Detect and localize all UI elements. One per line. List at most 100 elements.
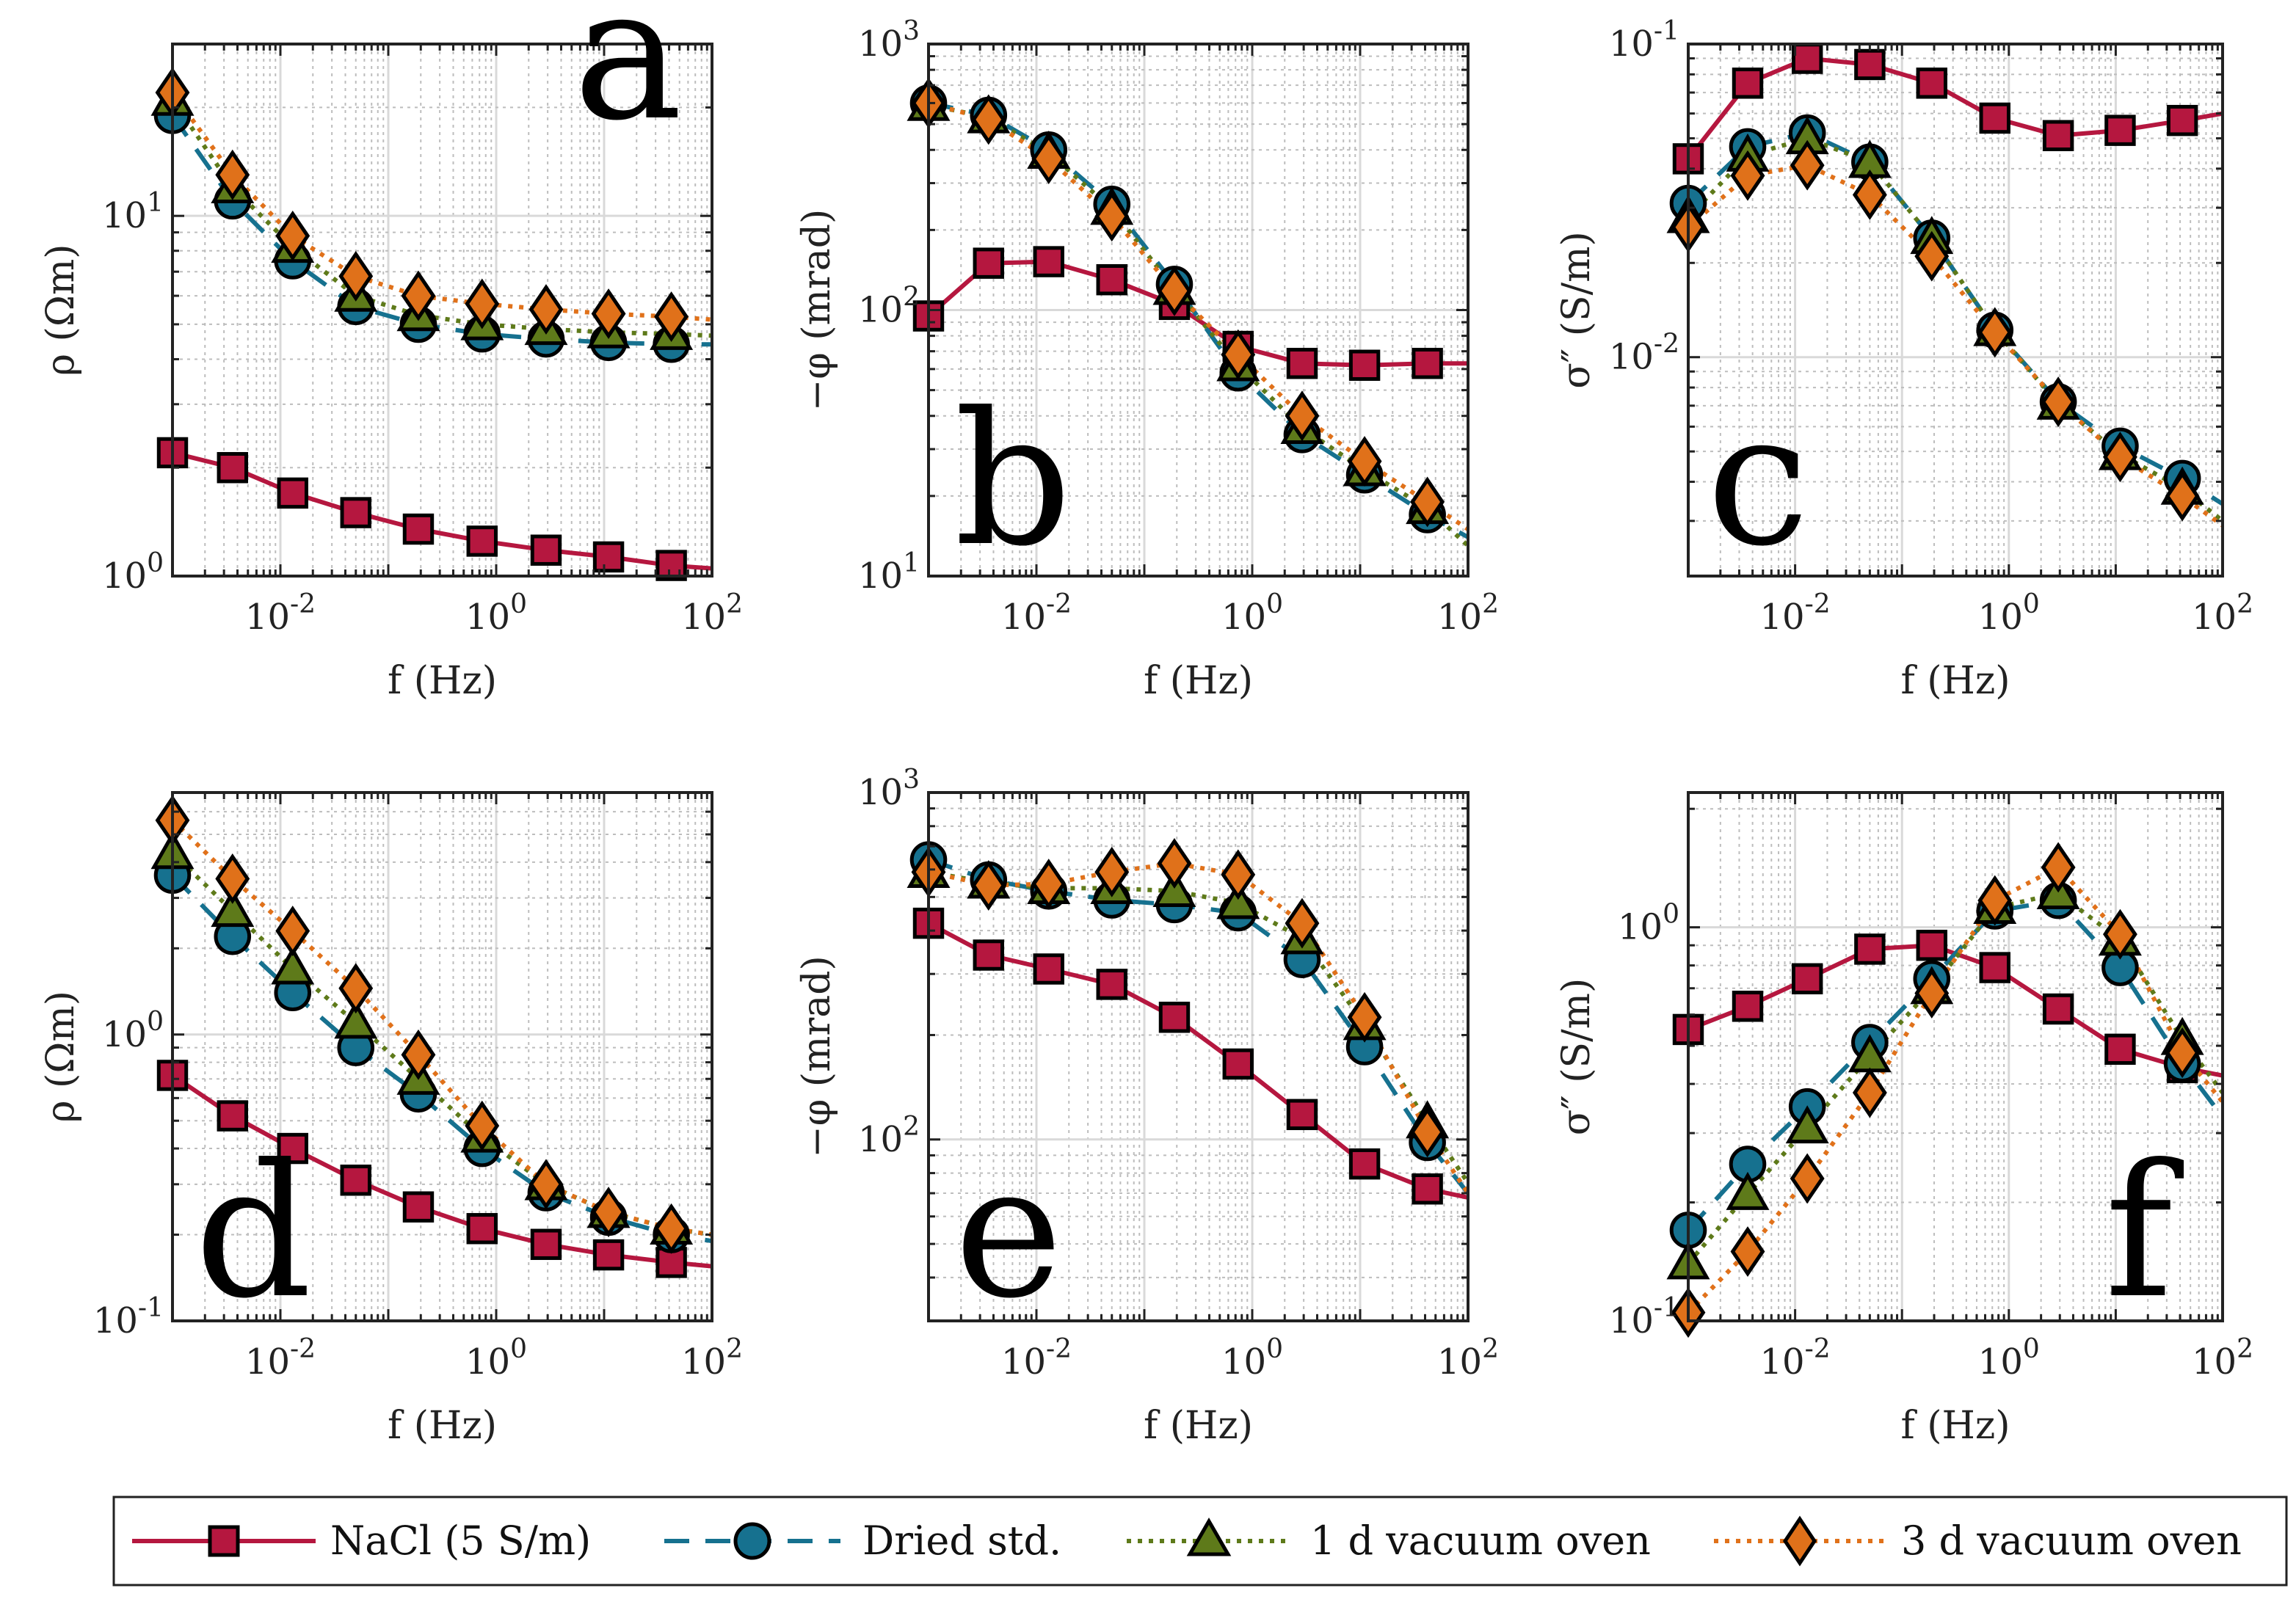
data-point-three_day [1977, 307, 2013, 358]
data-point-one_day [211, 889, 255, 928]
panel-letter-b: b [954, 373, 1072, 586]
data-point-nacl [1348, 349, 1381, 381]
data-point-three_day [1094, 191, 1130, 242]
x-tick-label: 100 [1978, 1334, 2040, 1383]
y-tick-label: 100 [102, 1007, 164, 1055]
data-point-nacl [217, 452, 248, 484]
data-point-three_day [338, 250, 374, 302]
axes-frame [171, 43, 713, 578]
panel-letter-c: c [1707, 373, 1809, 586]
data-point-three_day [1410, 1107, 1445, 1158]
y-tick-label: 103 [858, 765, 920, 813]
series-layer [172, 91, 712, 571]
series-line-dried [929, 101, 1468, 539]
series-line-nacl [1688, 943, 2223, 1078]
series-line-dried [1688, 131, 2223, 506]
data-point-three_day [275, 906, 310, 957]
legend: NaCl (5 S/m) Dried std. 1 d vacuum oven … [112, 1496, 2288, 1587]
x-axis-label: f (Hz) [388, 659, 497, 703]
y-tick-label: 10-1 [1609, 16, 1679, 65]
series-line-three_day [1688, 865, 2223, 1314]
marker-layer [150, 67, 694, 581]
y-axis-label: ρ (Ωm) [39, 244, 83, 376]
series-layer [929, 857, 1468, 1200]
data-point-nacl [1916, 68, 1948, 99]
legend-circle-icon [733, 1522, 771, 1560]
data-point-nacl [1732, 68, 1764, 99]
data-point-nacl [2042, 120, 2074, 152]
ticks [927, 43, 1469, 578]
data-point-nacl [402, 513, 435, 545]
data-point-three_day [1790, 139, 1825, 191]
marker-layer [907, 77, 1450, 533]
data-point-nacl [1033, 953, 1064, 985]
data-point-nacl [1033, 246, 1064, 277]
data-point-nacl [1158, 1002, 1191, 1033]
data-point-nacl [1412, 348, 1443, 379]
data-point-three_day [1347, 991, 1382, 1043]
y-axis-label: σ″ (S/m) [1555, 978, 1599, 1135]
data-point-nacl [1286, 1099, 1318, 1131]
data-point-nacl [1348, 1148, 1381, 1180]
data-point-three_day [2103, 431, 2137, 483]
legend-entry-nacl: NaCl (5 S/m) [132, 1518, 591, 1564]
data-point-one_day [334, 1000, 378, 1039]
legend-label-nacl: NaCl (5 S/m) [330, 1518, 591, 1564]
data-point-three_day [2041, 376, 2076, 428]
axes-frame [1687, 791, 2224, 1322]
series-line-one_day [172, 851, 712, 1237]
data-point-three_day [1410, 476, 1445, 528]
data-point-nacl [1222, 1048, 1254, 1080]
series-line-one_day [1688, 891, 2223, 1265]
axes-frame [927, 791, 1469, 1322]
data-point-three_day [1285, 390, 1320, 442]
series-line-dried [172, 873, 712, 1244]
data-point-nacl [1979, 102, 2010, 134]
data-point-three_day [591, 1187, 626, 1238]
x-axis-label: f (Hz) [388, 1404, 497, 1448]
data-point-three_day [971, 860, 1006, 911]
legend-label-dried: Dried std. [862, 1518, 1061, 1564]
data-point-nacl [466, 525, 498, 557]
series-line-nacl [172, 450, 712, 571]
ticks [1687, 793, 2224, 1322]
data-point-nacl [530, 534, 562, 566]
x-axis-label: f (Hz) [1900, 659, 2010, 703]
data-point-one_day [1785, 1105, 1829, 1144]
data-point-nacl [340, 1165, 371, 1196]
data-point-one_day [271, 946, 315, 985]
data-point-nacl [1791, 963, 1823, 995]
data-point-three_day [465, 278, 500, 329]
data-point-nacl [2104, 1033, 2136, 1066]
ticks [171, 791, 713, 1322]
data-point-three_day [1914, 968, 1950, 1019]
data-point-nacl [402, 1191, 435, 1223]
data-point-nacl [1286, 348, 1318, 379]
data-point-three_day [1347, 436, 1382, 487]
y-axis-label: −φ (mrad) [795, 955, 839, 1158]
data-point-nacl [466, 1213, 498, 1245]
data-point-three_day [1031, 859, 1067, 910]
data-point-nacl [1096, 263, 1127, 296]
data-point-three_day [1157, 838, 1192, 889]
data-point-nacl [973, 247, 1004, 279]
panel-letter-a: a [573, 0, 683, 161]
data-point-three_day [1914, 230, 1950, 282]
series-line-three_day [1688, 163, 2223, 528]
data-point-three_day [654, 1203, 689, 1254]
data-point-three_day [1094, 846, 1130, 897]
data-point-three_day [971, 94, 1006, 145]
plot-area [172, 793, 712, 1321]
legend-label-one-day: 1 d vacuum oven [1310, 1518, 1651, 1564]
data-point-one_day [1726, 1171, 1770, 1210]
ticks [171, 43, 713, 578]
y-tick-label: 100 [1618, 900, 1679, 948]
data-point-three_day [215, 853, 250, 904]
data-point-three_day [275, 210, 310, 261]
data-point-three_day [1157, 265, 1192, 316]
data-point-nacl [1854, 48, 1886, 81]
